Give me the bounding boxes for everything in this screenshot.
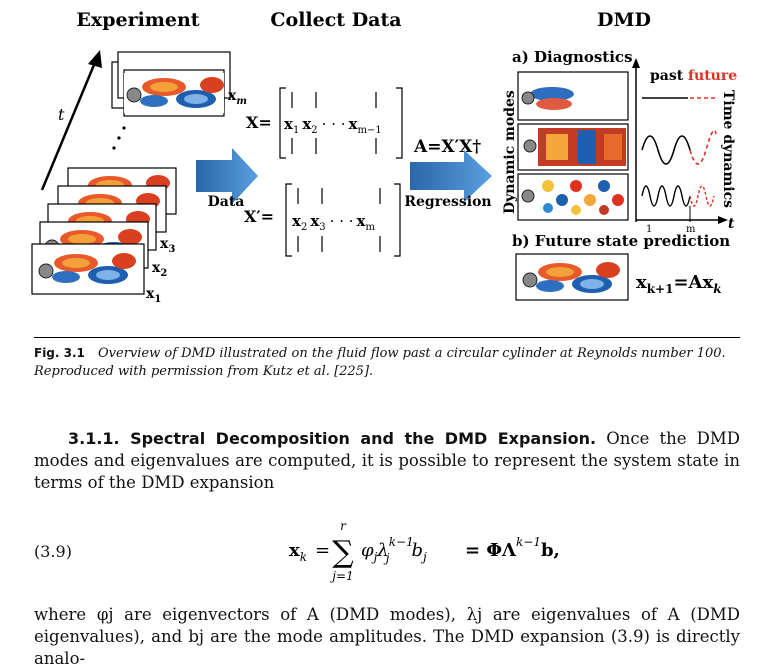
matrix-xprime-columns: x2 x3 · · · xm [292, 212, 375, 233]
eq-rhs: = ΦΛ [465, 540, 517, 561]
svg-text:∑: ∑ [332, 535, 354, 570]
eq-lambda: λ [376, 540, 388, 561]
snapshot-xm [111, 51, 231, 117]
eq-sum-bottom: j=1 [329, 569, 353, 583]
heading-experiment: Experiment [76, 9, 199, 31]
eq-equals: = [315, 540, 330, 561]
time-axis-m: m [686, 224, 696, 235]
regression-arrow-label: Regression [404, 194, 491, 210]
time-axis-t: t [728, 216, 735, 232]
section-text: Once the DMD modes and eigenvalues are c… [34, 429, 740, 492]
ellipsis-dots [112, 126, 126, 150]
equation-number: (3.9) [34, 542, 72, 561]
data-arrow-label: Data [208, 194, 245, 210]
paragraph-2: where φj are eigenvectors of A (DMD mode… [34, 605, 740, 668]
time-axis-vertical-head [632, 58, 640, 68]
snapshot-x1-label: x1 [146, 286, 161, 305]
time-arrow [40, 50, 102, 191]
svg-text:xk: xk [289, 540, 307, 564]
matrix-xprime-name: X′= [244, 207, 274, 226]
section-paragraph: 3.1.1. Spectral Decomposition and the DM… [34, 428, 740, 494]
eq-rhs-end: b, [541, 540, 560, 561]
eq-rhs-sup: k−1 [516, 535, 541, 549]
matrix-x-columns: x1 x2 · · · xm−1 [284, 115, 382, 136]
time-axis-1: 1 [646, 224, 652, 235]
snapshot-xm-label: xm [228, 88, 247, 107]
diagnostics-label: a) Diagnostics [512, 48, 633, 66]
eq-b-sub: j [420, 550, 427, 564]
eq-lhs: x [289, 540, 300, 561]
prediction-label: b) Future state prediction [512, 232, 730, 250]
eq-lambda-sup: k−1 [389, 535, 414, 549]
eq-phi-sub: j [371, 550, 378, 564]
future-label: future [688, 68, 737, 84]
time-dynamics-label: Time dynamics [720, 90, 736, 208]
snapshot-stack [31, 167, 177, 295]
eq-lhs-sub: k [300, 550, 307, 564]
matrix-xprime [285, 183, 401, 257]
section-title: 3.1.1. Spectral Decomposition and the DM… [68, 429, 597, 448]
heading-collect-data: Collect Data [270, 9, 401, 31]
matrix-x [279, 87, 403, 159]
data-arrow [196, 148, 258, 204]
dmd-overview-figure: Experiment Collect Data DMD t xm x3 x2 x… [31, 9, 737, 305]
snapshot-x3-label: x3 [160, 236, 175, 255]
prediction-equation: xk+1=Axk [636, 272, 722, 296]
matrix-x-name: X= [246, 113, 272, 132]
time-dynamics-2 [641, 129, 717, 165]
figure-rule [34, 337, 740, 338]
eq-b: b [411, 540, 423, 561]
caption-text: Overview of DMD illustrated on the fluid… [34, 346, 726, 379]
eq-lambda-sub: j [383, 551, 390, 565]
heading-dmd: DMD [597, 9, 651, 31]
eq-phi: φ [361, 540, 374, 561]
eq-sum-top: r [340, 519, 347, 533]
dmd-mode-1 [517, 71, 629, 121]
snapshot-x2-label: x2 [152, 260, 167, 279]
equation-3-9: (3.9) xk = r ∑ j=1 φjλk−1 j bj = ΦΛk−1b, [34, 518, 740, 588]
equation-body: xk = r ∑ j=1 φjλk−1 j bj = ΦΛk−1b, [289, 519, 560, 583]
time-axis-horizontal-head [718, 216, 728, 224]
time-dynamics-3 [641, 185, 715, 207]
caption-label: Fig. 3.1 [34, 346, 85, 360]
dmd-mode-2 [517, 123, 629, 171]
operator-equation: A=X′X† [413, 137, 481, 157]
dmd-mode-3 [517, 173, 629, 221]
time-label: t [58, 105, 65, 124]
regression-arrow [410, 150, 492, 202]
svg-text:= ΦΛk−1b,: = ΦΛk−1b, [465, 535, 560, 561]
prediction-flow-snapshot [515, 253, 629, 301]
figure-caption: Fig. 3.1 Overview of DMD illustrated on t… [34, 344, 744, 381]
dynamic-modes-label: Dynamic modes [502, 90, 518, 214]
past-label: past [650, 68, 684, 84]
